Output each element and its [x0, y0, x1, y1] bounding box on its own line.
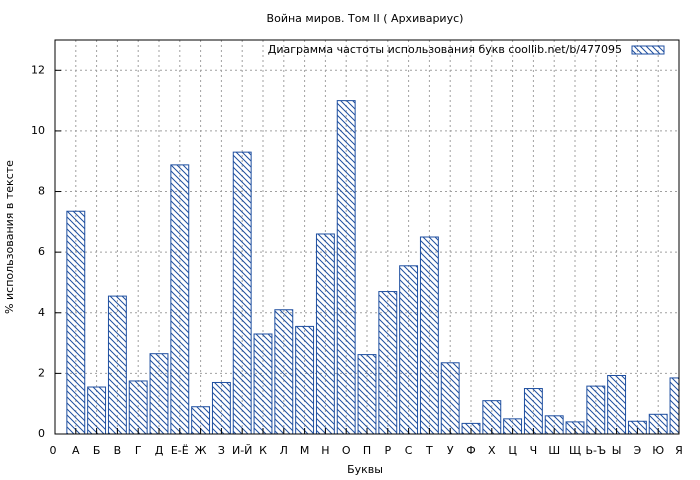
x-tick-label: Ю: [652, 444, 664, 457]
bar: [440, 362, 460, 434]
x-tick-label: Щ: [569, 444, 581, 457]
bar: [274, 309, 294, 434]
legend: Диаграмма частоты использования букв coo…: [268, 43, 665, 56]
bar: [357, 354, 377, 434]
bar: [378, 291, 398, 434]
bar: [315, 233, 335, 434]
y-tick-label: 10: [31, 124, 45, 137]
y-tick-label: 12: [31, 63, 45, 76]
bar: [544, 415, 564, 434]
x-tick-label: М: [300, 444, 310, 457]
bar: [66, 210, 86, 434]
bar: [607, 375, 627, 434]
y-axis-label: % использования в тексте: [3, 160, 16, 314]
legend-swatch: [631, 45, 665, 55]
x-tick-label: П: [363, 444, 371, 457]
bars: [66, 100, 679, 434]
x-tick-label: Б: [93, 444, 101, 457]
bar: [336, 100, 356, 434]
x-tick-label: Ф: [466, 444, 475, 457]
x-tick-label: 0: [50, 444, 57, 457]
x-tick-label: О: [342, 444, 351, 457]
x-tick-label: Ч: [530, 444, 538, 457]
x-tick-label: Ш: [548, 444, 560, 457]
x-tick-label: Е-Ё: [171, 444, 189, 457]
x-tick-label: Н: [321, 444, 329, 457]
x-tick-label: Р: [384, 444, 391, 457]
bar: [232, 151, 252, 434]
y-tick-label: 8: [38, 185, 45, 198]
x-tick-label: А: [72, 444, 80, 457]
x-tick-label: Л: [280, 444, 288, 457]
bar: [87, 386, 107, 434]
bar: [399, 265, 419, 434]
bar: [107, 295, 127, 434]
x-tick-label: З: [218, 444, 225, 457]
chart-title: Война миров. Том II ( Архивариус): [267, 12, 464, 25]
x-tick-label: И-Й: [232, 444, 252, 457]
y-tick-label: 2: [38, 366, 45, 379]
y-tick-label: 4: [38, 306, 45, 319]
bar: [149, 353, 169, 434]
x-tick-label: Ж: [195, 444, 207, 457]
bar: [170, 164, 190, 434]
bar: [211, 381, 231, 434]
bar: [128, 380, 148, 434]
x-tick-label: К: [259, 444, 267, 457]
x-tick-label: Ь-Ъ: [585, 444, 606, 457]
bar: [503, 418, 523, 434]
x-tick-label: В: [114, 444, 122, 457]
bar: [191, 406, 211, 434]
x-tick-label: Д: [155, 444, 164, 457]
bar: [586, 385, 606, 434]
bar: [627, 420, 647, 434]
bar: [523, 388, 543, 434]
x-tick-label: Ы: [612, 444, 622, 457]
legend-label: Диаграмма частоты использования букв coo…: [268, 43, 622, 56]
bar: [669, 377, 679, 434]
bar: [419, 236, 439, 434]
x-tick-label: Ц: [508, 444, 517, 457]
x-tick-label: У: [447, 444, 454, 457]
y-tick-label: 6: [38, 245, 45, 258]
x-tick-label: Г: [135, 444, 142, 457]
y-tick-label: 0: [38, 427, 45, 440]
bar: [295, 325, 315, 434]
x-tick-label: Я: [675, 444, 683, 457]
x-tick-label: Т: [425, 444, 433, 457]
x-tick-label: Х: [488, 444, 496, 457]
x-axis-label: Буквы: [347, 463, 383, 476]
bar: [253, 333, 273, 434]
x-tick-label: С: [405, 444, 413, 457]
x-tick-label: Э: [634, 444, 642, 457]
